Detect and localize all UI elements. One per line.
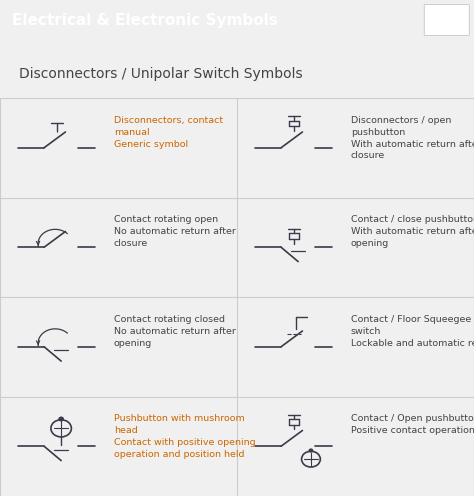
Text: Disconnectors, contact
manual
Generic symbol: Disconnectors, contact manual Generic sy… — [114, 116, 223, 148]
Text: Contact rotating open
No automatic return after
closure: Contact rotating open No automatic retur… — [114, 215, 236, 248]
Text: Electrical & Electronic Symbols: Electrical & Electronic Symbols — [12, 12, 278, 27]
Text: Disconnectors / Unipolar Switch Symbols: Disconnectors / Unipolar Switch Symbols — [19, 66, 302, 81]
Circle shape — [309, 449, 313, 452]
Text: Disconnectors / open
pushbutton
With automatic return after
closure: Disconnectors / open pushbutton With aut… — [351, 116, 474, 160]
Text: Q: Q — [442, 15, 451, 25]
Text: Pushbutton with mushroom
head
Contact with positive opening
operation and positi: Pushbutton with mushroom head Contact wi… — [114, 415, 255, 459]
Text: Contact / Open pushbutton
Positive contact operation: Contact / Open pushbutton Positive conta… — [351, 415, 474, 435]
Text: Contact rotating closed
No automatic return after
opening: Contact rotating closed No automatic ret… — [114, 315, 236, 348]
Text: Contact / Floor Squeegee
switch
Lockable and automatic return: Contact / Floor Squeegee switch Lockable… — [351, 315, 474, 348]
FancyBboxPatch shape — [424, 4, 469, 36]
Circle shape — [59, 417, 64, 421]
Text: Contact / close pushbutton
With automatic return after
opening: Contact / close pushbutton With automati… — [351, 215, 474, 248]
